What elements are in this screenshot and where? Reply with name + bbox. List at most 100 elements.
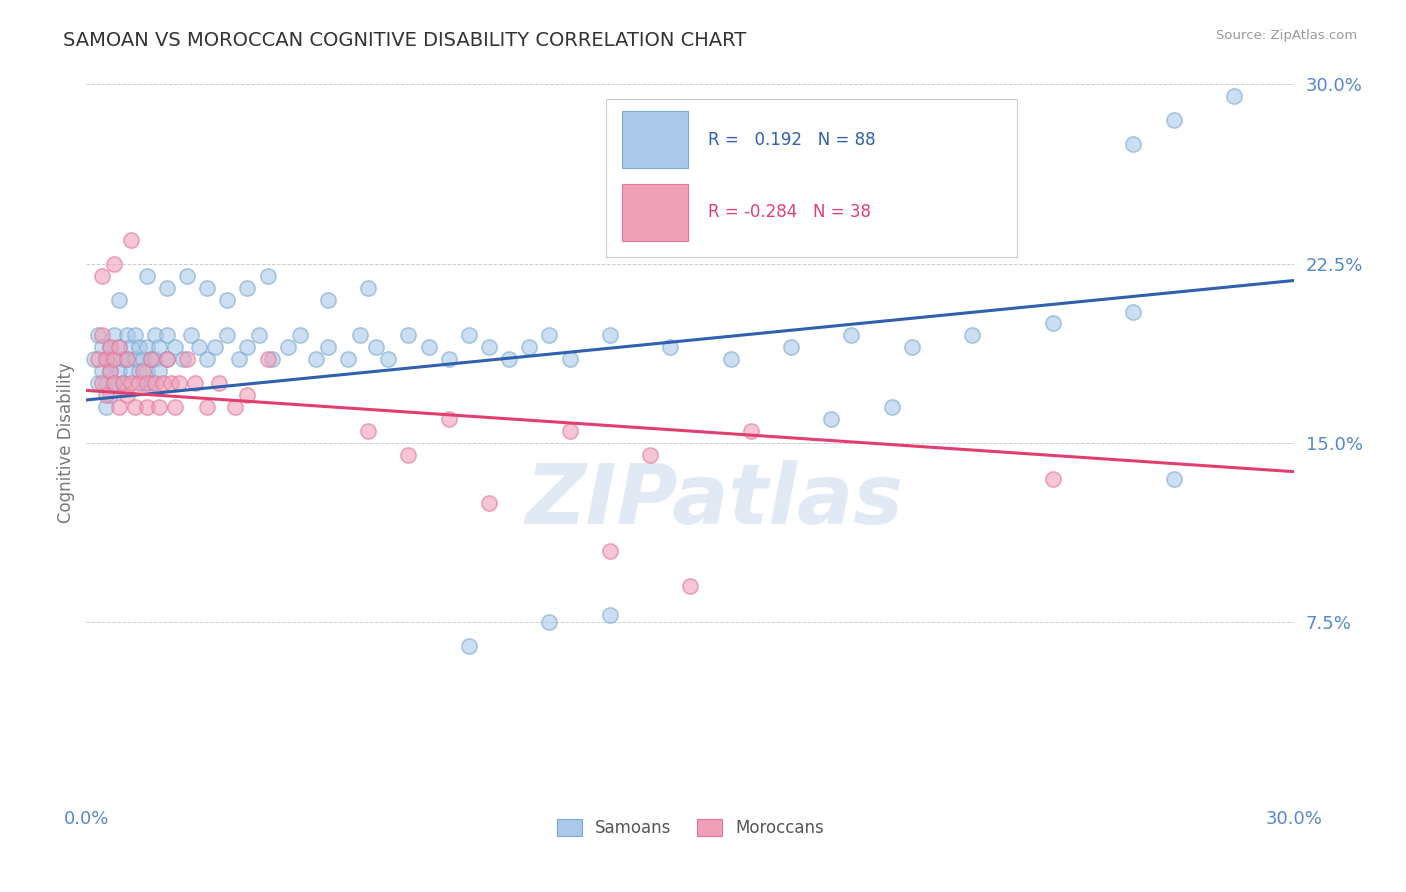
Point: [357, 424, 380, 438]
Point: [100, 364, 122, 378]
Point: [120, 376, 142, 391]
Point: [457, 328, 479, 343]
Point: [1122, 137, 1144, 152]
Point: [103, 352, 125, 367]
Point: [91, 268, 114, 283]
Point: [184, 376, 207, 391]
Point: [143, 376, 166, 391]
Text: ZIPatlas: ZIPatlas: [526, 460, 904, 541]
Point: [377, 352, 399, 367]
Point: [224, 400, 246, 414]
Point: [103, 328, 125, 343]
Point: [115, 388, 138, 402]
Point: [357, 280, 380, 294]
Point: [96, 352, 118, 367]
Point: [124, 328, 146, 343]
Point: [96, 400, 118, 414]
Point: [208, 376, 231, 391]
Point: [841, 328, 863, 343]
Point: [780, 340, 803, 354]
Point: [599, 608, 621, 623]
Point: [87, 376, 110, 391]
Point: [87, 352, 110, 367]
Point: [720, 352, 742, 367]
Point: [135, 376, 157, 391]
Point: [111, 376, 134, 391]
Point: [398, 328, 420, 343]
Point: [478, 340, 501, 354]
Point: [195, 352, 218, 367]
Point: [107, 400, 129, 414]
Point: [256, 352, 278, 367]
Point: [100, 388, 122, 402]
Point: [103, 257, 125, 271]
Point: [103, 352, 125, 367]
Point: [124, 352, 146, 367]
Point: [107, 293, 129, 307]
Point: [437, 412, 460, 426]
Point: [100, 340, 122, 354]
Point: [349, 328, 371, 343]
Point: [103, 376, 125, 391]
Point: [163, 400, 186, 414]
Point: [558, 424, 581, 438]
Point: [517, 340, 540, 354]
Point: [128, 376, 150, 391]
Point: [195, 280, 218, 294]
Point: [366, 340, 388, 354]
Point: [131, 352, 153, 367]
Point: [96, 376, 118, 391]
Point: [176, 352, 198, 367]
Text: Source: ZipAtlas.com: Source: ZipAtlas.com: [1216, 29, 1357, 42]
Point: [107, 340, 129, 354]
Point: [91, 364, 114, 378]
Point: [901, 340, 924, 354]
Point: [316, 293, 339, 307]
Point: [128, 340, 150, 354]
Point: [195, 400, 218, 414]
Point: [120, 340, 142, 354]
Point: [115, 328, 138, 343]
Point: [96, 352, 118, 367]
Point: [236, 280, 259, 294]
Point: [111, 352, 134, 367]
Point: [103, 376, 125, 391]
Point: [176, 268, 198, 283]
Point: [131, 376, 153, 391]
Point: [538, 328, 561, 343]
Point: [960, 328, 983, 343]
Point: [288, 328, 311, 343]
Point: [91, 340, 114, 354]
Point: [91, 328, 114, 343]
Point: [659, 340, 682, 354]
Point: [120, 364, 142, 378]
Point: [148, 400, 170, 414]
Legend: Samoans, Moroccans: Samoans, Moroccans: [550, 812, 831, 844]
Point: [599, 328, 621, 343]
Point: [87, 328, 110, 343]
Point: [457, 639, 479, 653]
Point: [256, 268, 278, 283]
Point: [337, 352, 360, 367]
Point: [638, 448, 661, 462]
Point: [156, 328, 179, 343]
Point: [188, 340, 211, 354]
Point: [437, 352, 460, 367]
Point: [143, 352, 166, 367]
Point: [100, 364, 122, 378]
Point: [135, 400, 157, 414]
Point: [679, 579, 702, 593]
Point: [96, 388, 118, 402]
Point: [538, 615, 561, 630]
Point: [249, 328, 271, 343]
Point: [128, 364, 150, 378]
Point: [558, 352, 581, 367]
Point: [100, 340, 122, 354]
Point: [135, 364, 157, 378]
Point: [139, 352, 162, 367]
Point: [398, 448, 420, 462]
Point: [152, 376, 174, 391]
Point: [204, 340, 226, 354]
Point: [131, 364, 153, 378]
Point: [139, 376, 162, 391]
